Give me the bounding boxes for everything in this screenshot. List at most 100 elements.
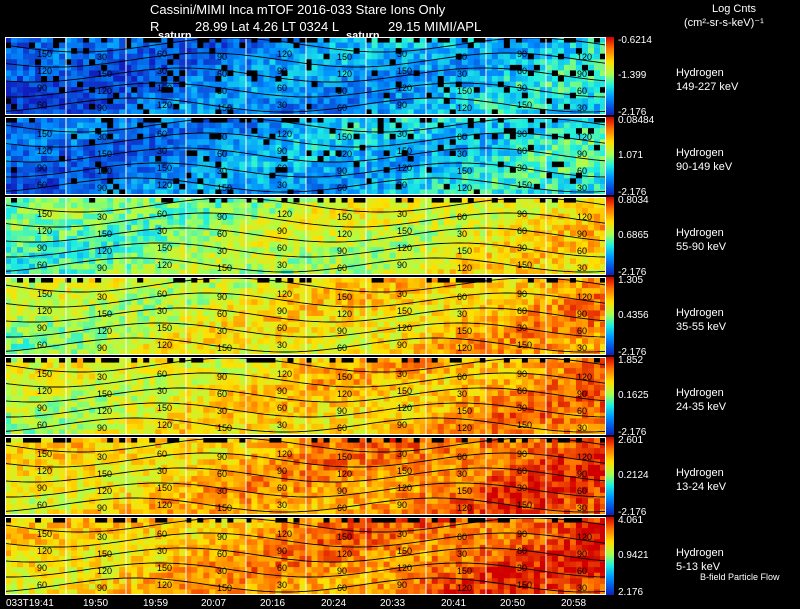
heatmap-cell [155,98,162,105]
heatmap-cell [299,178,306,185]
heatmap-cell [191,178,198,185]
heatmap-cell [161,252,168,259]
heatmap-cell [17,76,24,83]
heatmap-cell [401,258,409,265]
heatmap-cell [65,139,72,146]
heatmap-cell [173,42,180,49]
heatmap-cell [89,103,96,110]
heatmap-cell [203,349,210,355]
heatmap-cell [263,241,270,248]
heatmap-cell [179,53,186,60]
heatmap-cell [47,269,54,275]
heatmap-cell [101,117,108,124]
heatmap-cell [185,150,192,157]
heatmap-cell [557,70,565,77]
heatmap-cell [215,208,222,215]
heatmap-cell [533,48,541,55]
heatmap-cell [59,299,66,306]
heatmap-cell [161,349,168,355]
heatmap-cell [215,183,222,190]
heatmap-cell [347,48,355,55]
heatmap-cell [89,117,96,124]
heatmap-cell [569,236,577,243]
heatmap-cell [311,263,319,270]
heatmap-cell [383,70,391,77]
heatmap-cell [323,53,331,60]
heatmap-cell [587,92,595,99]
heatmap-cell [155,37,162,44]
heatmap-cell [95,64,102,71]
heatmap-cell [47,316,54,323]
heatmap-cell [11,122,18,129]
heatmap-cell [41,197,48,204]
heatmap-cell [473,178,481,185]
contour-label: 150 [97,69,112,79]
heatmap-cell [449,139,457,146]
heatmap-cell [335,219,343,226]
heatmap-cell [347,150,355,157]
heatmap-cell [491,172,499,179]
heatmap-cell [569,64,577,71]
heatmap-cell [365,70,373,77]
heatmap-cell [251,109,258,115]
heatmap-cell [539,156,547,163]
heatmap-cell [401,64,409,71]
heatmap-cell [35,236,42,243]
heatmap-cell [17,53,24,60]
heatmap-cell [293,202,300,209]
heatmap-cell [197,213,204,220]
heatmap-cell [545,139,553,146]
heatmap-cell [407,53,415,60]
heatmap-cell [275,48,282,55]
heatmap-cell [167,338,174,345]
heatmap-cell [575,76,583,83]
heatmap-cell [569,42,577,49]
heatmap-cell [503,202,511,209]
heatmap-cell [485,178,493,185]
heatmap-cell [371,59,379,66]
heatmap-cell [371,172,379,179]
heatmap-cell [17,103,24,110]
heatmap-cell [491,150,499,157]
heatmap-cell [581,70,589,77]
heatmap-cell [173,92,180,99]
heatmap-cell [431,122,439,129]
heatmap-cell [311,87,319,94]
heatmap-cell [233,183,240,190]
heatmap-cell [575,64,583,71]
heatmap-cell [311,98,319,105]
heatmap-cell [335,208,343,215]
heatmap-cell [35,310,42,317]
heatmap-cell [503,230,511,237]
heatmap-cell [269,70,276,77]
heatmap-cell [449,208,457,215]
heatmap-cell [65,122,72,129]
heatmap-cell [371,42,379,49]
heatmap-cell [425,247,433,254]
heatmap-cell [341,59,349,66]
heatmap-cell [575,263,583,270]
heatmap-cell [113,144,120,151]
heatmap-cell [179,316,186,323]
heatmap-cell [539,247,547,254]
heatmap-cell [587,59,595,66]
heatmap-cell [191,150,198,157]
heatmap-cell [143,327,150,334]
heatmap-cell [581,167,589,174]
heatmap-cell [5,252,12,259]
heatmap-cell [95,76,102,83]
heatmap-cell [95,299,102,306]
heatmap-cell [149,128,156,135]
heatmap-cell [173,70,180,77]
heatmap-cell [509,42,517,49]
heatmap-cell [461,269,469,275]
heatmap-cell [77,343,84,350]
heatmap-cell [599,178,606,185]
heatmap-cell [275,122,282,129]
heatmap-cell [407,64,415,71]
heatmap-cell [185,236,192,243]
heatmap-cell [527,241,535,248]
species-label: Hydrogen [676,147,724,159]
heatmap-cell [5,103,12,110]
heatmap-cell [455,48,463,55]
